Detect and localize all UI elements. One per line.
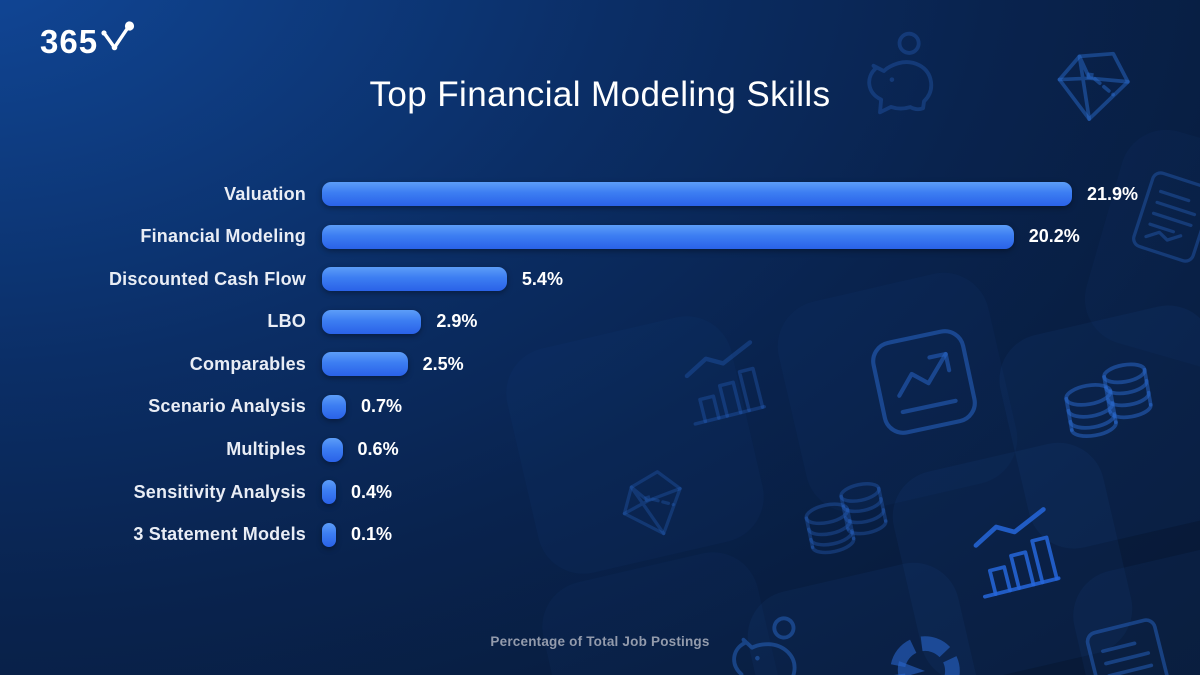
bar [322, 352, 408, 377]
category-label: Valuation [224, 183, 306, 204]
bar-track: 21.9% [322, 182, 1170, 206]
category-label: 3 Statement Models [133, 524, 306, 545]
bar-track: 0.6% [322, 437, 1170, 462]
chart-title: Top Financial Modeling Skills [369, 75, 831, 115]
bar [322, 182, 1072, 206]
category-label: Comparables [189, 353, 306, 374]
bar-chart: Valuation 21.9% Financial Modeling 20.2% Dis… [40, 182, 1170, 565]
category-label: Financial Modeling [140, 226, 306, 247]
category-label: Scenario Analysis [148, 396, 306, 417]
bar-track: 0.1% [322, 522, 1170, 547]
value-label: 0.6% [357, 439, 399, 460]
category-label: LBO [267, 311, 306, 332]
chart-row: Sensitivity Analysis 0.4% [40, 480, 1170, 505]
category-label: Multiples [226, 439, 306, 460]
bar-track: 2.5% [322, 352, 1170, 377]
chart-row: 3 Statement Models 0.1% [40, 522, 1170, 547]
bar-rows: Valuation 21.9% Financial Modeling 20.2% Dis… [40, 182, 1170, 547]
chart-row: Discounted Cash Flow 5.4% [40, 267, 1170, 292]
chart-row: Multiples 0.6% [40, 437, 1170, 462]
bar [322, 267, 507, 292]
value-label: 20.2% [1028, 226, 1080, 247]
bg-tile [738, 553, 997, 675]
bar-track: 2.9% [322, 309, 1170, 334]
bar-track: 20.2% [322, 224, 1170, 249]
value-label: 21.9% [1087, 183, 1139, 204]
bar [322, 522, 336, 547]
logo-text: 365 [40, 23, 99, 60]
bar-track: 0.7% [322, 394, 1170, 419]
chart-row: LBO 2.9% [40, 309, 1170, 334]
category-label: Discounted Cash Flow [108, 268, 306, 289]
brand-logo: 365 [40, 21, 139, 60]
category-label: Sensitivity Analysis [133, 481, 306, 502]
x-axis-label: Percentage of Total Job Postings [490, 634, 710, 649]
value-label: 5.4% [521, 268, 563, 289]
value-label: 2.9% [436, 311, 478, 332]
chart-row: Scenario Analysis 0.7% [40, 394, 1170, 419]
bar-track: 5.4% [322, 267, 1170, 292]
chart-row: Financial Modeling 20.2% [40, 224, 1170, 249]
bar [322, 480, 336, 505]
value-label: 0.7% [360, 396, 402, 417]
bar-track: 0.4% [322, 480, 1170, 505]
bar [322, 394, 346, 419]
value-label: 0.1% [351, 524, 393, 545]
value-label: 0.4% [351, 481, 393, 502]
check-line-icon [101, 21, 135, 51]
chart-row: Comparables 2.5% [40, 352, 1170, 377]
bar [322, 224, 1014, 249]
value-label: 2.5% [422, 353, 464, 374]
bar [322, 309, 422, 334]
bar [322, 437, 343, 462]
chart-row: Valuation 21.9% [40, 182, 1170, 206]
